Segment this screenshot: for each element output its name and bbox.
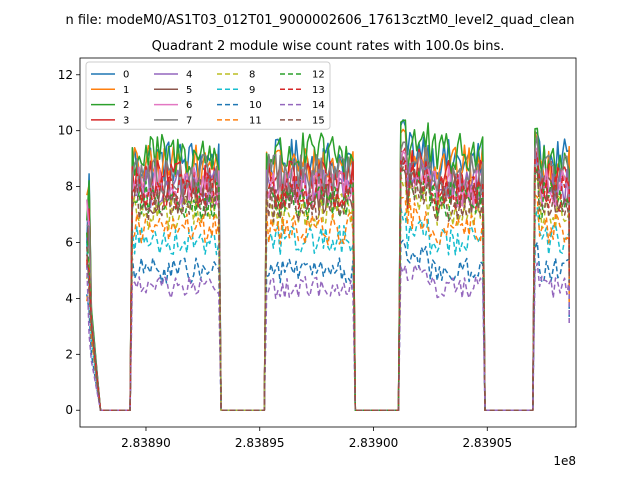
series-line-2: [86, 119, 570, 411]
legend-label-13: 13: [312, 85, 325, 96]
chart-suptitle: n file: modeM0/AS1T03_012T01_9000002606_…: [65, 13, 574, 28]
legend-label-10: 10: [249, 100, 262, 111]
x-tick-label: 2.83895: [235, 436, 285, 450]
legend-label-3: 3: [123, 115, 129, 126]
y-tick-label: 2: [65, 347, 73, 361]
y-tick-label: 10: [58, 124, 73, 138]
legend-label-12: 12: [312, 70, 325, 81]
x-tick-label: 2.83900: [349, 436, 399, 450]
series-line-15: [86, 166, 570, 411]
y-axis-ticks: 0 2 4 6 8 10 12: [58, 68, 80, 417]
legend-label-5: 5: [186, 85, 192, 96]
series-line-11: [86, 194, 570, 411]
series-line-5: [86, 156, 570, 411]
series-group: [86, 119, 570, 411]
x-tick-label: 2.83890: [121, 436, 171, 450]
legend-label-7: 7: [186, 115, 192, 126]
series-line-7: [86, 135, 570, 411]
legend-box: [85, 61, 331, 130]
legend-label-14: 14: [312, 100, 325, 111]
series-line-10: [86, 239, 570, 411]
series-line-0: [86, 119, 570, 411]
x-axis-offset-label: 1e8: [553, 454, 576, 468]
y-tick-label: 8: [65, 180, 73, 194]
legend-label-2: 2: [123, 100, 129, 111]
legend-label-8: 8: [249, 70, 255, 81]
chart-title: Quadrant 2 module wise count rates with …: [152, 39, 505, 54]
legend-label-4: 4: [186, 70, 192, 81]
series-line-14: [86, 262, 570, 411]
legend-label-15: 15: [312, 115, 325, 126]
y-tick-label: 6: [65, 236, 73, 250]
y-tick-label: 4: [65, 291, 73, 305]
legend-label-9: 9: [249, 85, 255, 96]
x-axis-ticks: 2.83890 2.83895 2.83900 2.83905: [121, 427, 512, 450]
legend-label-1: 1: [123, 85, 129, 96]
legend-label-0: 0: [123, 70, 129, 81]
x-tick-label: 2.83905: [462, 436, 512, 450]
y-tick-label: 12: [58, 68, 73, 82]
series-line-9: [86, 206, 570, 411]
y-tick-label: 0: [65, 403, 73, 417]
legend-label-11: 11: [249, 115, 262, 126]
legend-label-6: 6: [186, 100, 192, 111]
